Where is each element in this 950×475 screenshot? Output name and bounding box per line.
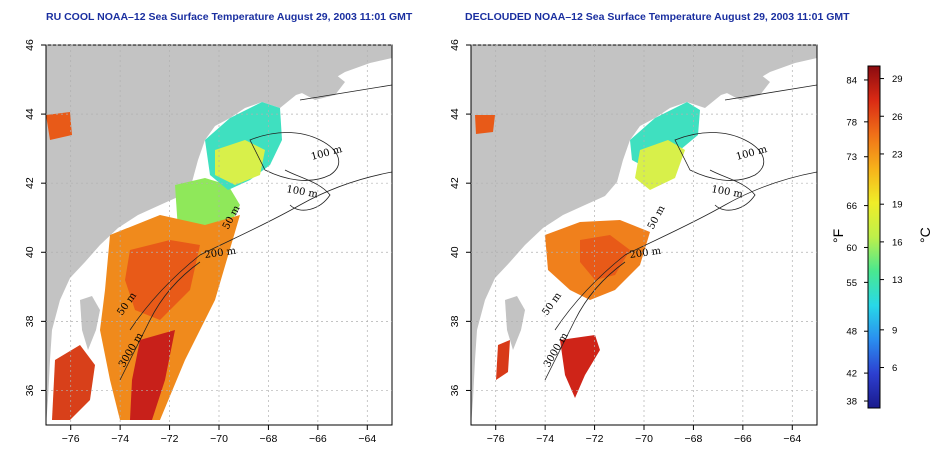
f-tick-label: 73 [846, 152, 857, 163]
sst-data [475, 102, 700, 398]
x-tick-label: −64 [358, 433, 376, 445]
temperature-colorbar: 84 78 73 66 60 55 48 42 38 29 26 23 19 16 13 9 6 °F °C [830, 65, 933, 409]
c-tick-label: 26 [892, 112, 903, 123]
f-tick-label: 42 [846, 369, 857, 380]
y-tick-label: 42 [449, 177, 461, 189]
f-tick-label: 48 [846, 327, 857, 338]
y-tick-label: 46 [24, 39, 36, 51]
left-y-ticks: 46 44 42 40 38 36 [24, 39, 46, 396]
f-tick-label: 55 [846, 278, 857, 289]
right-gridlines [471, 44, 817, 425]
c-tick-label: 16 [892, 237, 903, 248]
x-tick-label: −72 [161, 433, 179, 445]
y-tick-label: 38 [449, 315, 461, 327]
contour-label: 200 m [629, 246, 662, 261]
c-tick-label: 6 [892, 363, 897, 374]
x-tick-label: −76 [487, 433, 505, 445]
y-tick-label: 36 [449, 384, 461, 396]
y-tick-label: 38 [24, 315, 36, 327]
land-mask [46, 45, 392, 425]
fahrenheit-label: °F [830, 229, 846, 243]
bathymetry-contours [119, 84, 392, 381]
y-tick-label: 44 [24, 108, 36, 120]
c-tick-label: 23 [892, 149, 903, 160]
c-tick-label: 9 [892, 325, 897, 336]
left-gridlines [46, 44, 392, 425]
f-tick-label: 84 [846, 75, 857, 86]
y-tick-label: 44 [449, 108, 461, 120]
x-tick-label: −74 [536, 433, 554, 445]
y-tick-label: 40 [449, 246, 461, 258]
f-tick-label: 38 [846, 397, 857, 408]
x-tick-label: −66 [309, 433, 327, 445]
fahrenheit-ticks: 84 78 73 66 60 55 48 42 38 [846, 75, 868, 408]
c-tick-label: 29 [892, 74, 903, 85]
x-tick-label: −66 [734, 433, 752, 445]
left-x-ticks: −76 −74 −72 −70 −68 −66 −64 [62, 425, 376, 445]
sst-data [46, 102, 282, 420]
f-tick-label: 66 [846, 201, 857, 212]
y-tick-label: 40 [24, 246, 36, 258]
celsius-label: °C [917, 227, 933, 243]
x-tick-label: −64 [783, 433, 801, 445]
f-tick-label: 60 [846, 243, 857, 254]
celsius-ticks: 29 26 23 19 16 13 9 6 [880, 74, 903, 374]
right-y-ticks: 46 44 42 40 38 36 [449, 39, 471, 396]
x-tick-label: −68 [685, 433, 703, 445]
c-tick-label: 19 [892, 200, 903, 211]
contour-label: 200 m [204, 246, 237, 261]
x-tick-label: −70 [635, 433, 653, 445]
left-panel-title: RU COOL NOAA–12 Sea Surface Temperature … [46, 11, 413, 23]
x-tick-label: −68 [260, 433, 278, 445]
y-tick-label: 42 [24, 177, 36, 189]
c-tick-label: 13 [892, 275, 903, 286]
land-mask [471, 45, 817, 425]
f-tick-label: 78 [846, 117, 857, 128]
bathymetry-contours [544, 84, 817, 381]
x-tick-label: −70 [210, 433, 228, 445]
x-tick-label: −76 [62, 433, 80, 445]
y-tick-label: 36 [24, 384, 36, 396]
right-x-ticks: −76 −74 −72 −70 −68 −66 −64 [487, 425, 801, 445]
right-panel-title: DECLOUDED NOAA–12 Sea Surface Temperatur… [465, 11, 850, 23]
x-tick-label: −72 [586, 433, 604, 445]
colorbar-ramp [867, 65, 881, 409]
y-tick-label: 46 [449, 39, 461, 51]
x-tick-label: −74 [111, 433, 129, 445]
